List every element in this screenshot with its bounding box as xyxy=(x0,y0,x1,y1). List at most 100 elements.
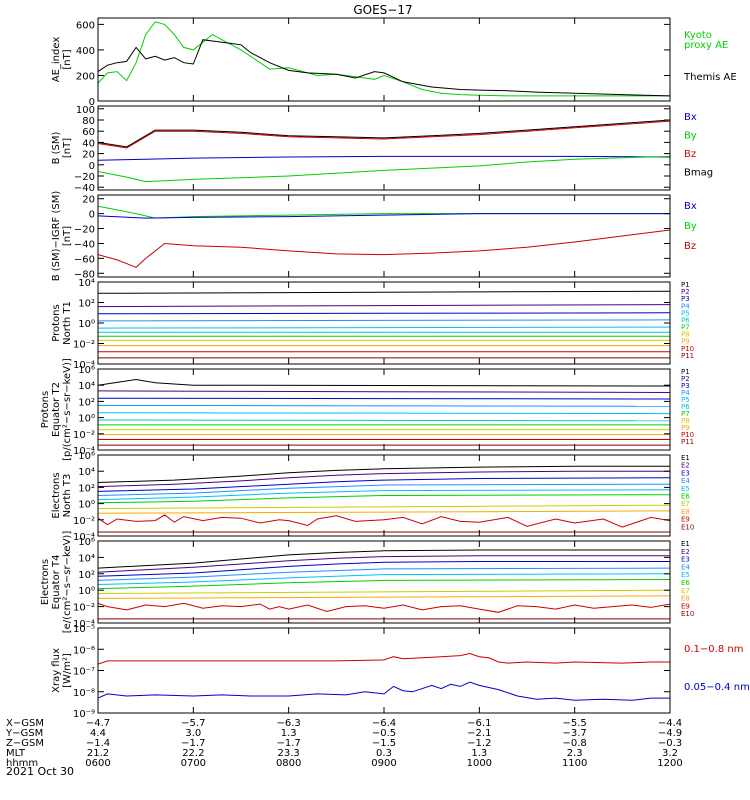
series-line-5 xyxy=(98,412,670,415)
series-line-1 xyxy=(98,21,670,97)
legend-entry: E2 xyxy=(681,548,690,556)
series-line-1 xyxy=(98,205,670,219)
legend-entry: 0.05−0.4 nm xyxy=(684,682,750,693)
legend-entry: Bz xyxy=(684,241,696,252)
y-axis-label: [p/(cm²−s−sr−keV)] xyxy=(62,358,73,461)
legend-entry: P10 xyxy=(681,345,694,353)
series-line-7 xyxy=(98,589,670,594)
y-tick-label: −20 xyxy=(74,172,95,183)
y-axis-label: [W/m²] xyxy=(62,653,73,688)
series-line-6 xyxy=(98,579,670,590)
legend-entry: P8 xyxy=(681,417,690,425)
y-tick-label: 60 xyxy=(82,127,95,138)
series-line-4 xyxy=(98,567,670,581)
legend-entry: P4 xyxy=(681,302,690,310)
series-line-9 xyxy=(98,602,670,613)
legend-entry: E9 xyxy=(681,516,690,524)
legend-entry: E8 xyxy=(681,595,690,603)
y-axis-label: Electrons xyxy=(51,472,62,518)
y-axis-label: Electrons xyxy=(40,559,51,605)
legend-entry: P7 xyxy=(681,410,690,418)
y-tick-label: 10⁴ xyxy=(78,381,95,392)
y-tick-label: 10² xyxy=(78,570,95,581)
x-axis-row-value: 4.4 xyxy=(90,728,106,739)
legend-entry: P9 xyxy=(681,338,690,346)
y-tick-label: −80 xyxy=(74,269,95,280)
y-tick-label: 10⁰ xyxy=(78,319,95,330)
x-axis-row-value: −1.2 xyxy=(467,738,491,749)
x-axis-row-value: −4.7 xyxy=(86,718,110,729)
x-axis-row-value: 3.2 xyxy=(662,748,678,759)
legend-entry: E3 xyxy=(681,469,690,477)
x-axis-row-value: −5.5 xyxy=(563,718,587,729)
legend-entry: P3 xyxy=(681,382,690,390)
y-axis-label: AE_index xyxy=(51,37,62,83)
panel-4: 10⁴ 10² 10⁰ 10⁻² 10⁻⁴ Protons North T1 P1P2P3P4… xyxy=(51,278,694,371)
y-tick-label: 10⁴ xyxy=(78,278,95,289)
y-tick-label: 10² xyxy=(78,299,95,310)
legend-entry: E7 xyxy=(681,500,690,508)
series-line-2 xyxy=(98,470,670,488)
y-tick-label: 10⁴ xyxy=(78,467,95,478)
x-axis-row-label: MLT xyxy=(6,748,26,759)
x-axis-row-value: 23.3 xyxy=(278,748,300,759)
legend-entry: Bx xyxy=(684,201,697,212)
legend-entry: Kyoto xyxy=(684,30,712,41)
x-axis-row-value: 1000 xyxy=(467,758,492,769)
legend-entry: P1 xyxy=(681,368,690,376)
series-line-3 xyxy=(98,155,670,161)
y-tick-label: 80 xyxy=(82,116,95,127)
legend-entry: P9 xyxy=(681,424,690,432)
y-tick-label: 10⁻² xyxy=(73,340,95,351)
legend-entry: E10 xyxy=(681,523,694,531)
y-tick-label: 10⁻² xyxy=(73,430,95,441)
y-tick-label: 40 xyxy=(82,138,95,149)
date-label: 2021 Oct 30 xyxy=(6,765,74,778)
series-line-1 xyxy=(98,290,670,294)
x-axis-row-value: 0600 xyxy=(85,758,110,769)
x-axis-row-value: −4.4 xyxy=(658,718,682,729)
legend-entry: E1 xyxy=(681,454,690,462)
y-tick-label: −40 xyxy=(74,183,95,194)
series-group xyxy=(98,465,670,533)
series-line-6 xyxy=(98,494,670,504)
panel-frame xyxy=(97,368,671,451)
x-axis-row-value: 1.3 xyxy=(471,748,487,759)
legend-entry: P4 xyxy=(681,389,690,397)
y-tick-label: 10⁻⁴ xyxy=(73,619,95,630)
panel-7: 10⁶ 10⁴ 10² 10⁰ 10⁻² 10⁻⁴ Electrons Equator T4[… xyxy=(40,531,694,634)
x-axis-row-value: 1200 xyxy=(657,758,682,769)
x-axis-row-value: 3.0 xyxy=(185,728,201,739)
panel-frame xyxy=(97,194,671,278)
legend-entry: P1 xyxy=(681,281,690,289)
legend-entry: E1 xyxy=(681,540,690,548)
series-line-3 xyxy=(98,477,670,492)
legend-entry: P3 xyxy=(681,295,690,303)
series-line-5 xyxy=(98,573,670,585)
series-line-8 xyxy=(98,595,670,599)
y-axis-label: Xray flux xyxy=(51,648,62,693)
y-axis-label: B (SM) xyxy=(51,131,62,164)
series-line-3 xyxy=(98,312,670,315)
series-line-2 xyxy=(98,304,670,308)
series-line-2 xyxy=(98,681,670,701)
series-group xyxy=(98,21,670,97)
y-tick-label: 10⁻⁸ xyxy=(73,688,95,699)
x-axis-row-value: 0800 xyxy=(276,758,301,769)
y-axis-label: [nT] xyxy=(62,49,73,69)
y-tick-label: 10⁻⁴ xyxy=(73,532,95,543)
y-tick-label: 600 xyxy=(76,20,95,31)
y-tick-label: 10⁶ xyxy=(78,451,95,462)
legend-entry: P10 xyxy=(681,431,694,439)
x-axis-row-value: −0.5 xyxy=(372,728,396,739)
panel-5: 10⁶ 10⁴ 10² 10⁰ 10⁻² 10⁻⁴ Protons Equator T2 [p/… xyxy=(40,358,694,461)
legend-entry: E5 xyxy=(681,571,690,579)
series-line-1 xyxy=(98,652,670,665)
series-line-5 xyxy=(98,489,670,501)
x-axis-row-value: −0.3 xyxy=(658,738,682,749)
x-axis-row-value: −4.9 xyxy=(658,728,682,739)
